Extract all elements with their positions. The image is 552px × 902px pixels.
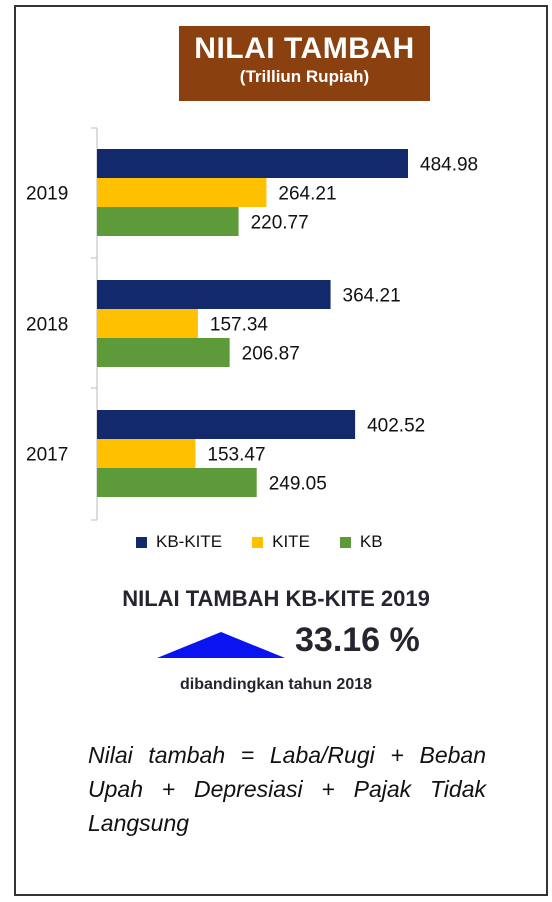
formula-text: Nilai tambah = Laba/Rugi + Beban Upah + …	[88, 742, 486, 836]
chart-subtitle: (Trilliun Rupiah)	[239, 67, 370, 86]
bar-kb-2018	[97, 338, 230, 367]
data-label: 157.34	[210, 315, 269, 336]
data-label: 249.05	[269, 474, 327, 495]
infographic-frame	[14, 5, 548, 896]
data-label: 220.77	[251, 213, 309, 234]
chart-title: NILAI TAMBAH	[194, 32, 415, 65]
title-banner: NILAI TAMBAH (Trilliun Rupiah)	[179, 26, 430, 101]
up-arrow-icon	[157, 632, 285, 658]
bar-kb-2019	[97, 207, 239, 236]
bar-kite-2019	[97, 178, 267, 207]
data-label: 364.21	[343, 286, 401, 307]
chart-legend: KB-KITE KITE KB	[136, 532, 383, 552]
category-label: 2017	[26, 445, 68, 466]
bar-kite-2018	[97, 309, 198, 338]
bar-kb-kite-2019	[97, 149, 408, 178]
legend-label-kb: KB	[359, 532, 383, 551]
bar-kb-kite-2017	[97, 410, 356, 439]
data-label: 402.52	[367, 416, 425, 437]
kpi-note: dibandingkan tahun 2018	[179, 676, 373, 693]
bar-kite-2017	[97, 439, 196, 468]
legend-item-kb: KB	[339, 532, 383, 552]
kpi-value: 33.16 %	[295, 620, 420, 659]
bar-chart: 484.98 264.21 220.77 2019 364.21 157.34 206.87…	[26, 127, 478, 521]
legend-swatch-kb-kite	[136, 536, 147, 548]
data-label: 206.87	[242, 344, 300, 365]
kpi-row: 33.16 %	[157, 620, 420, 660]
bar-kb-kite-2018	[97, 280, 331, 309]
legend-swatch-kb	[339, 536, 351, 548]
legend-item-kite: KITE	[252, 532, 310, 552]
legend-label-kb-kite: KB-KITE	[156, 532, 223, 551]
legend-label-kite: KITE	[272, 532, 310, 551]
data-label: 264.21	[278, 184, 336, 205]
data-label: 484.98	[420, 155, 478, 176]
category-label: 2018	[26, 315, 68, 336]
kpi-heading: NILAI TAMBAH KB-KITE 2019	[122, 586, 430, 611]
legend-item-kb-kite: KB-KITE	[136, 532, 222, 552]
legend-swatch-kite	[252, 536, 264, 548]
data-label: 153.47	[207, 445, 265, 466]
bar-kb-2017	[97, 468, 257, 497]
category-label: 2019	[26, 184, 68, 205]
